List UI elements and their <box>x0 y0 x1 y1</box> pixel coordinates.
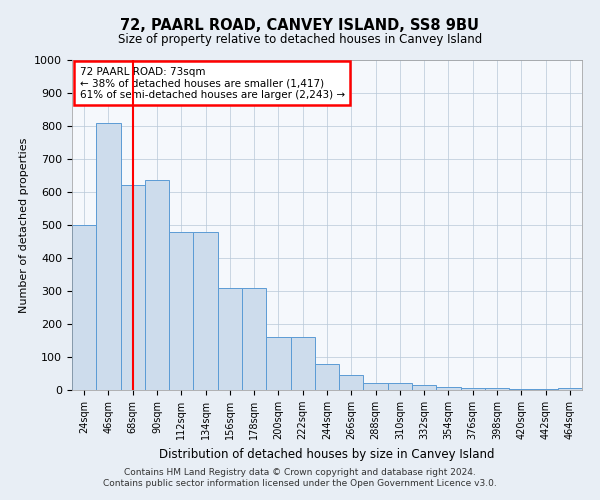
Bar <box>461 388 485 390</box>
Text: 72, PAARL ROAD, CANVEY ISLAND, SS8 9BU: 72, PAARL ROAD, CANVEY ISLAND, SS8 9BU <box>121 18 479 32</box>
Text: Contains HM Land Registry data © Crown copyright and database right 2024.
Contai: Contains HM Land Registry data © Crown c… <box>103 468 497 487</box>
Bar <box>315 364 339 390</box>
Bar <box>266 337 290 390</box>
Bar <box>509 389 533 390</box>
Text: Size of property relative to detached houses in Canvey Island: Size of property relative to detached ho… <box>118 32 482 46</box>
Bar <box>558 388 582 390</box>
Bar <box>121 186 145 390</box>
Bar <box>339 375 364 390</box>
Bar <box>364 384 388 390</box>
Bar <box>218 288 242 390</box>
Bar <box>533 389 558 390</box>
Y-axis label: Number of detached properties: Number of detached properties <box>19 138 29 312</box>
Bar <box>436 386 461 390</box>
Bar <box>72 225 96 390</box>
Bar <box>290 337 315 390</box>
Bar <box>388 384 412 390</box>
X-axis label: Distribution of detached houses by size in Canvey Island: Distribution of detached houses by size … <box>159 448 495 460</box>
Bar <box>96 122 121 390</box>
Text: 72 PAARL ROAD: 73sqm
← 38% of detached houses are smaller (1,417)
61% of semi-de: 72 PAARL ROAD: 73sqm ← 38% of detached h… <box>80 66 345 100</box>
Bar <box>169 232 193 390</box>
Bar <box>145 180 169 390</box>
Bar <box>412 385 436 390</box>
Bar <box>485 388 509 390</box>
Bar <box>193 232 218 390</box>
Bar <box>242 288 266 390</box>
